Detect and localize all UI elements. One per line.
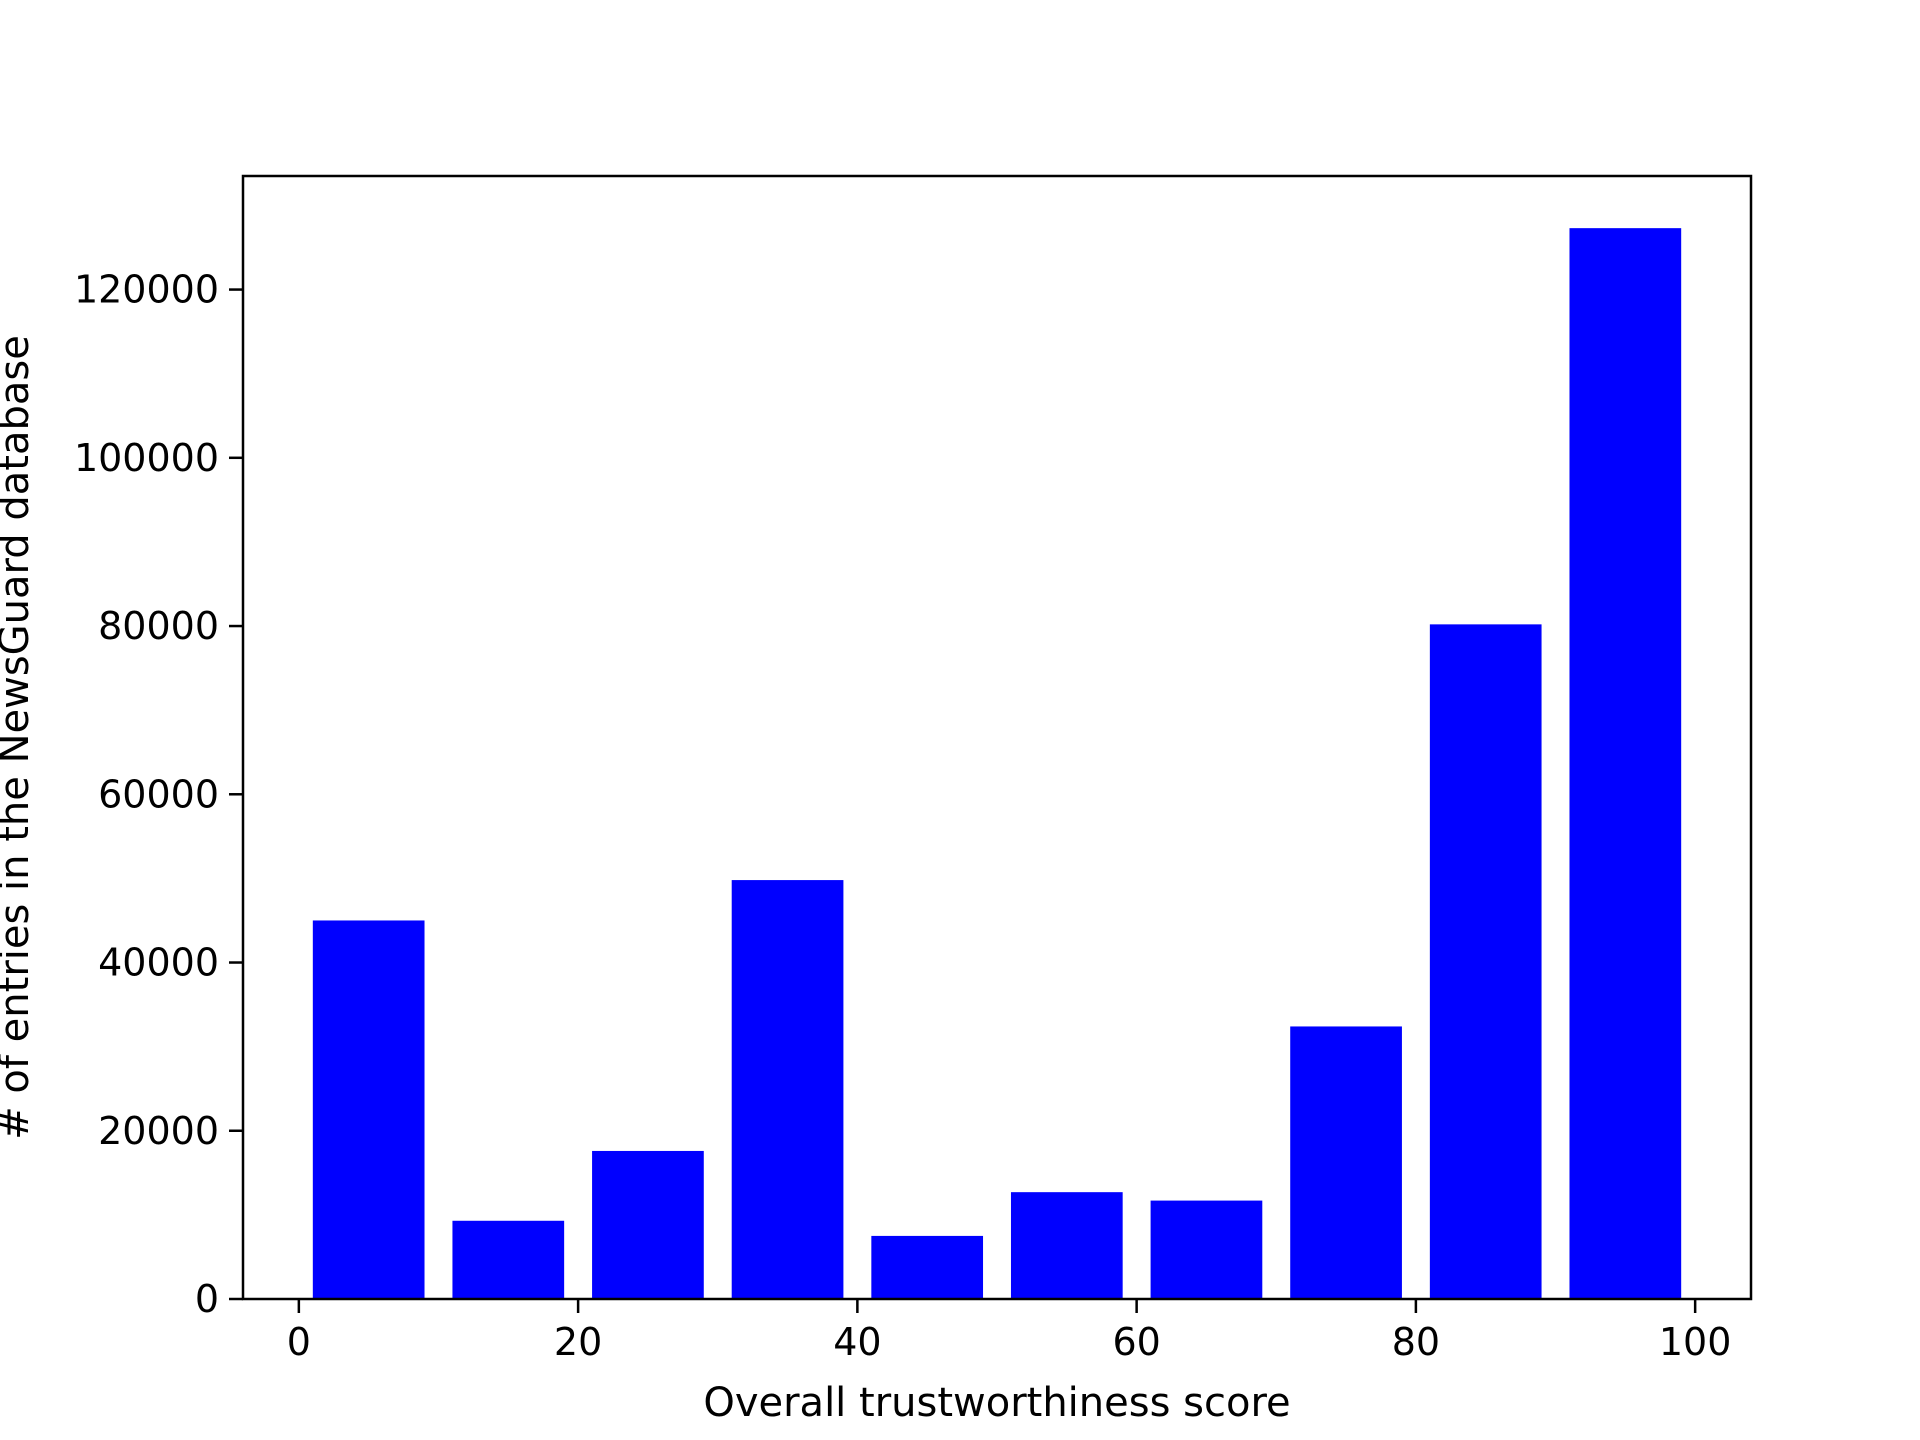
x-axis-ticks: 0 20 40 60 80 100 xyxy=(287,1299,1732,1364)
x-tick-label: 20 xyxy=(554,1320,602,1364)
x-tick-label: 0 xyxy=(287,1320,311,1364)
bar-75 xyxy=(1290,1026,1402,1299)
y-axis-label: # of entries in the NewsGuard database xyxy=(0,335,38,1140)
y-tick-label: 40000 xyxy=(98,941,219,985)
y-tick-label: 80000 xyxy=(98,604,219,648)
bar-65 xyxy=(1150,1200,1263,1299)
y-tick-label: 0 xyxy=(195,1277,219,1321)
plot-area-frame xyxy=(241,174,1753,1301)
y-tick-label: 120000 xyxy=(74,268,219,312)
bar-25 xyxy=(592,1150,704,1299)
bar-15 xyxy=(452,1220,565,1299)
bar-35 xyxy=(731,880,844,1299)
x-tick-label: 60 xyxy=(1112,1320,1160,1364)
x-tick-label: 100 xyxy=(1659,1320,1732,1364)
x-tick-label: 80 xyxy=(1392,1320,1440,1364)
y-tick-label: 60000 xyxy=(98,772,219,816)
y-tick-label: 100000 xyxy=(74,436,219,480)
bar-5 xyxy=(312,920,425,1299)
bar-55 xyxy=(1010,1192,1123,1299)
bar-45 xyxy=(871,1235,984,1299)
y-axis-ticks: 0 20000 40000 60000 80000 100000 120000 xyxy=(74,268,243,1321)
x-tick-label: 40 xyxy=(833,1320,881,1364)
bar-95 xyxy=(1569,228,1682,1300)
y-tick-label: 20000 xyxy=(98,1109,219,1153)
x-axis-label: Overall trustworthiness score xyxy=(703,1380,1290,1426)
bars-group xyxy=(312,228,1682,1300)
bar-85 xyxy=(1429,624,1542,1299)
